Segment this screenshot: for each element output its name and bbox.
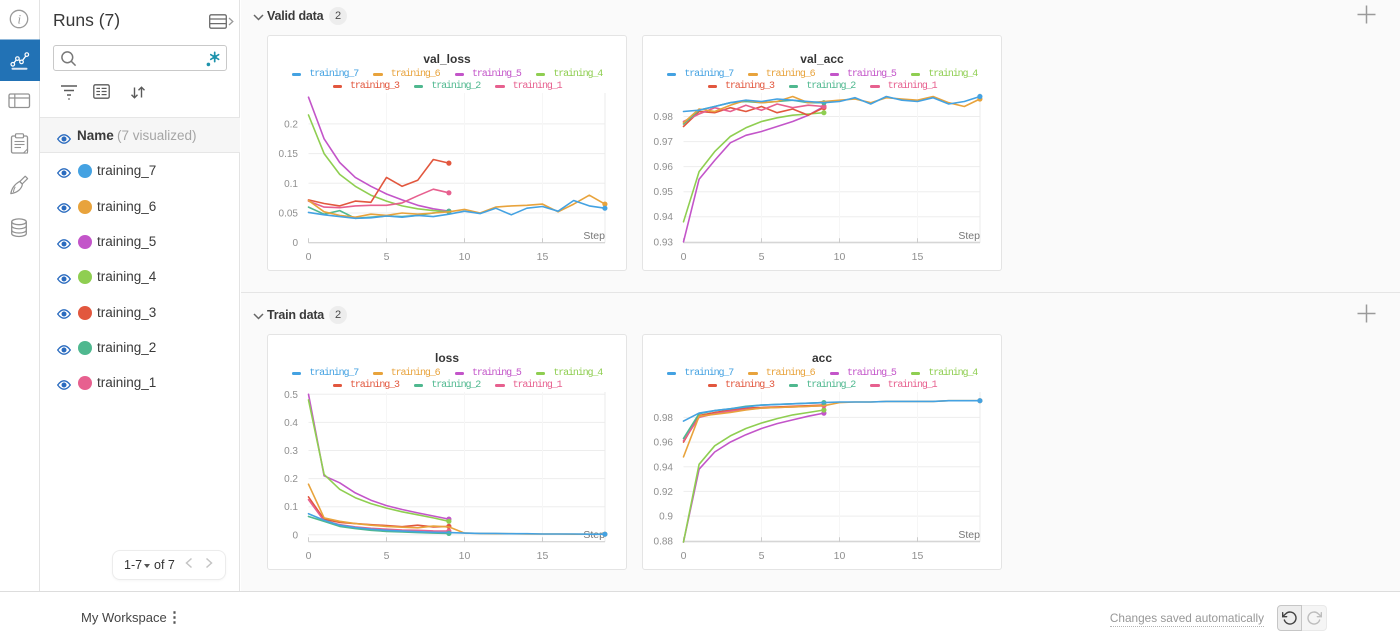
svg-text:0: 0 — [292, 238, 298, 249]
svg-text:0.98: 0.98 — [654, 112, 674, 123]
svg-text:0.98: 0.98 — [654, 413, 674, 424]
svg-text:0.1: 0.1 — [284, 502, 298, 513]
svg-text:0.93: 0.93 — [654, 237, 674, 248]
svg-text:0.96: 0.96 — [654, 438, 674, 449]
svg-text:Step: Step — [958, 529, 980, 541]
svg-text:0.95: 0.95 — [654, 187, 674, 198]
svg-text:15: 15 — [912, 251, 924, 263]
svg-text:0.94: 0.94 — [654, 212, 674, 223]
svg-text:5: 5 — [759, 251, 765, 263]
svg-text:Step: Step — [958, 230, 980, 242]
svg-text:15: 15 — [537, 251, 549, 263]
svg-text:0.4: 0.4 — [284, 418, 298, 429]
svg-text:0.05: 0.05 — [279, 209, 299, 220]
svg-text:0.2: 0.2 — [284, 474, 298, 485]
svg-text:0.2: 0.2 — [284, 119, 298, 130]
svg-text:10: 10 — [459, 251, 471, 263]
svg-text:0: 0 — [292, 530, 298, 541]
svg-text:0.96: 0.96 — [654, 162, 674, 173]
svg-text:Step: Step — [583, 230, 605, 242]
svg-text:0: 0 — [306, 550, 312, 562]
svg-text:0.15: 0.15 — [279, 149, 299, 160]
svg-text:15: 15 — [912, 550, 924, 562]
svg-text:0.5: 0.5 — [284, 390, 298, 401]
svg-text:0.97: 0.97 — [654, 137, 674, 148]
svg-text:i: i — [17, 11, 21, 26]
svg-text:5: 5 — [384, 550, 390, 562]
svg-text:0: 0 — [306, 251, 312, 263]
svg-text:0: 0 — [681, 550, 687, 562]
svg-text:5: 5 — [384, 251, 390, 263]
svg-text:0.92: 0.92 — [654, 487, 674, 498]
svg-text:0.94: 0.94 — [654, 462, 674, 473]
svg-text:10: 10 — [834, 550, 846, 562]
svg-text:15: 15 — [537, 550, 549, 562]
svg-text:0: 0 — [681, 251, 687, 263]
svg-text:10: 10 — [459, 550, 471, 562]
svg-text:0.9: 0.9 — [659, 512, 673, 523]
svg-text:10: 10 — [834, 251, 846, 263]
svg-text:0.88: 0.88 — [654, 536, 674, 547]
svg-text:5: 5 — [759, 550, 765, 562]
svg-text:0.1: 0.1 — [284, 179, 298, 190]
svg-text:0.3: 0.3 — [284, 446, 298, 457]
